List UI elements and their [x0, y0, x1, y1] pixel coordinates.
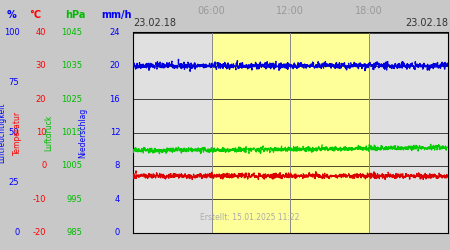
Text: 4: 4 [115, 195, 120, 204]
Text: Niederschlag: Niederschlag [78, 108, 87, 158]
Text: %: % [7, 10, 17, 20]
Text: 1015: 1015 [61, 128, 82, 137]
Text: 50: 50 [9, 128, 19, 137]
Text: 8: 8 [115, 161, 120, 170]
Text: 1005: 1005 [61, 161, 82, 170]
Text: Erstellt: 15.01.2025 11:22: Erstellt: 15.01.2025 11:22 [200, 214, 299, 222]
Text: 20: 20 [110, 61, 120, 70]
Text: 16: 16 [109, 95, 120, 104]
Text: -10: -10 [33, 195, 46, 204]
Text: 23.02.18: 23.02.18 [405, 18, 448, 28]
Text: 1045: 1045 [61, 28, 82, 37]
Text: 0: 0 [115, 228, 120, 237]
Text: 24: 24 [110, 28, 120, 37]
Text: Luftdruck: Luftdruck [44, 114, 53, 151]
Text: 100: 100 [4, 28, 19, 37]
Text: Luftfeuchtigkeit: Luftfeuchtigkeit [0, 102, 6, 163]
Bar [212, 32, 369, 232]
Text: 25: 25 [9, 178, 19, 187]
Text: hPa: hPa [65, 10, 86, 20]
Text: °C: °C [29, 10, 41, 20]
Text: mm/h: mm/h [101, 10, 132, 20]
Text: 20: 20 [36, 95, 46, 104]
Text: -20: -20 [33, 228, 46, 237]
Text: 1035: 1035 [61, 61, 82, 70]
Text: 23.02.18: 23.02.18 [133, 18, 176, 28]
Text: 06:00: 06:00 [198, 6, 225, 16]
Text: 12:00: 12:00 [276, 6, 304, 16]
Text: 10: 10 [36, 128, 46, 137]
Text: 985: 985 [67, 228, 82, 237]
Text: 995: 995 [67, 195, 82, 204]
Text: 1025: 1025 [61, 95, 82, 104]
Text: 0: 0 [14, 228, 19, 237]
Text: 0: 0 [41, 161, 46, 170]
Text: Temperatur: Temperatur [13, 110, 22, 154]
Text: 12: 12 [110, 128, 120, 137]
Text: 30: 30 [36, 61, 46, 70]
Text: 75: 75 [9, 78, 19, 87]
Text: 18:00: 18:00 [355, 6, 383, 16]
Text: 40: 40 [36, 28, 46, 37]
